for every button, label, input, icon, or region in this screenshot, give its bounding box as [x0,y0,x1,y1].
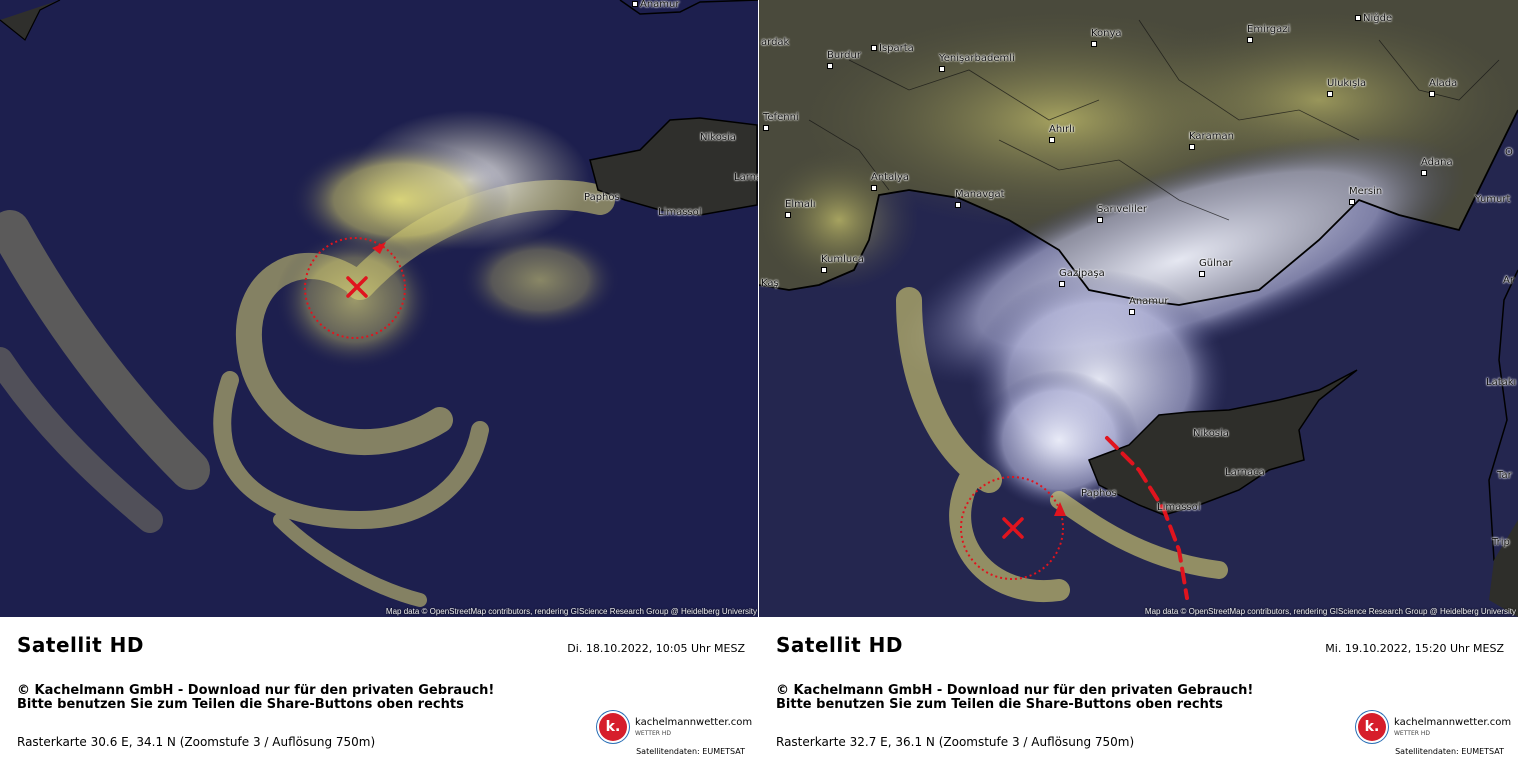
city-label: Isparta [871,43,914,54]
city-label: Tefenni [763,112,799,134]
city-label: Nikosia [1193,428,1229,439]
rotation-circle-left [304,237,406,339]
map-attribution: Map data © OpenStreetMap contributors, r… [385,607,757,616]
rotation-arrow-icon [372,242,386,254]
cyprus-land-right [1088,369,1358,516]
satellite-credit: Satellitendaten: EUMETSAT [1395,747,1504,756]
satellite-image-right [759,0,1518,617]
map-attribution: Map data © OpenStreetMap contributors, r… [1144,607,1516,616]
city-label: Yumurt [1475,194,1511,205]
city-label: Antalya [871,172,909,194]
city-label: Larna [734,172,759,183]
city-label: Yenişarbademli [939,53,1015,75]
copyright-line: © Kachelmann GmbH - Download nur für den… [17,683,495,698]
copyright-line: Bitte benutzen Sie zum Teilen die Share-… [17,697,464,712]
city-label: Kumluca [821,254,864,276]
city-label: Niğde [1355,13,1392,24]
city-label: Karaman [1189,131,1234,153]
panel-title: Satellit HD [17,633,144,657]
raster-info: Rasterkarte 32.7 E, 36.1 N (Zoomstufe 3 … [776,735,1135,749]
city-label: Manavgat [955,189,1005,211]
raster-info: Rasterkarte 30.6 E, 34.1 N (Zoomstufe 3 … [17,735,376,749]
satellite-panel-right: Niğde Konya Emirgazi Burdur Isparta Yeni… [759,0,1518,760]
satellite-credit: Satellitendaten: EUMETSAT [636,747,745,756]
city-label: Limassol [1157,502,1201,513]
logo-mark: k. [599,713,627,741]
city-label: Nikosia [700,132,736,143]
city-label: Burdur [827,50,861,72]
cyprus-land-left [589,117,758,216]
low-pressure-center-icon [1002,517,1024,539]
city-label: Larnaca [1225,467,1265,478]
city-label: Trip [1492,537,1510,548]
city-label: Elmalı [785,199,816,221]
city-label: Ar [1503,275,1514,286]
logo-mark: k. [1358,713,1386,741]
city-label: Gazipaşa [1059,268,1105,290]
satellite-map-right[interactable]: Niğde Konya Emirgazi Burdur Isparta Yeni… [759,0,1518,617]
rotation-arrow-icon [1054,502,1066,516]
low-pressure-center-icon [346,276,368,298]
city-label: Anamur [632,0,680,10]
copyright-notice: © Kachelmann GmbH - Download nur für den… [776,684,1253,712]
city-label: Tar [1497,470,1512,481]
city-label: Gülnar [1199,258,1232,280]
kachelmann-logo-icon[interactable]: k. kachelmannwetter.com WETTER HD [599,713,752,743]
satellite-image-left [0,0,759,617]
logo-name: kachelmannwetter.com [1394,717,1512,728]
city-label: O [1505,147,1513,158]
rotation-circle-right [960,476,1064,580]
city-label: Paphos [584,192,620,203]
copyright-line: © Kachelmann GmbH - Download nur für den… [776,683,1254,698]
city-label: Latakı [1486,377,1517,388]
city-label: Sarıveliler [1097,204,1147,226]
copyright-notice: © Kachelmann GmbH - Download nur für den… [17,684,494,712]
city-label: Adana [1421,157,1453,179]
panel-title: Satellit HD [776,633,903,657]
city-label: Ahırlı [1049,124,1075,146]
kachelmann-logo-icon[interactable]: k. kachelmannwetter.com WETTER HD [1358,713,1511,743]
logo-subtitle: WETTER HD [1394,730,1430,737]
logo-subtitle: WETTER HD [635,730,671,737]
city-label: Ulukışla [1327,78,1366,100]
city-label: Emirgazi [1247,24,1290,46]
city-label: Konya [1091,28,1122,50]
city-label: Anamur [1129,296,1169,318]
city-label: ardak [761,37,790,48]
logo-name: kachelmannwetter.com [635,717,753,728]
front-line-icon [1105,436,1189,600]
city-label: Limassol [658,207,702,218]
timestamp: Mi. 19.10.2022, 15:20 Uhr MESZ [1325,642,1504,655]
city-label: Mersin [1349,186,1382,208]
copyright-line: Bitte benutzen Sie zum Teilen die Share-… [776,697,1223,712]
satellite-map-left[interactable]: Anamur Nikosia Larna Paphos Limassol Map… [0,0,759,617]
caption-right: Satellit HD Mi. 19.10.2022, 15:20 Uhr ME… [759,617,1518,760]
timestamp: Di. 18.10.2022, 10:05 Uhr MESZ [567,642,745,655]
city-label: Alada [1429,78,1457,100]
city-label: Paphos [1081,488,1117,499]
caption-left: Satellit HD Di. 18.10.2022, 10:05 Uhr ME… [0,617,759,760]
satellite-panel-left: Anamur Nikosia Larna Paphos Limassol Map… [0,0,759,760]
city-label: Kaş [761,278,779,289]
